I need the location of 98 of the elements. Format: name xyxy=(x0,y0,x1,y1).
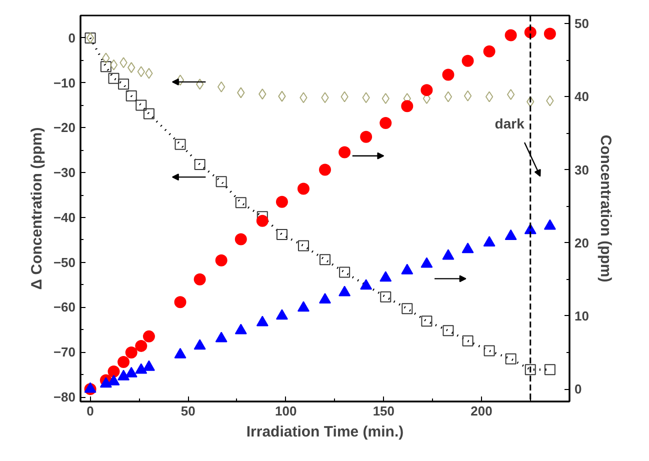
point xyxy=(235,197,246,208)
point xyxy=(142,330,155,342)
point xyxy=(483,45,496,58)
point xyxy=(100,61,112,72)
point xyxy=(215,254,228,266)
point xyxy=(320,254,330,266)
point xyxy=(338,146,351,158)
y-tick-label: −40 xyxy=(53,210,76,225)
point xyxy=(442,249,454,260)
point xyxy=(380,116,392,129)
y2-axis-title: Concentration (ppm) xyxy=(596,134,614,282)
y-tick-label: −30 xyxy=(53,165,76,180)
point xyxy=(276,229,288,240)
y2-tick-label: 20 xyxy=(574,235,589,250)
y2-tick-label: 40 xyxy=(574,89,589,104)
point xyxy=(196,78,204,90)
point xyxy=(442,325,454,336)
point xyxy=(174,348,186,358)
point xyxy=(118,78,130,90)
y-tick-label: −70 xyxy=(53,344,76,360)
x-tick-label: 50 xyxy=(180,404,196,418)
x-tick-label: 150 xyxy=(372,404,395,418)
point xyxy=(544,28,556,40)
point xyxy=(506,88,515,100)
point xyxy=(483,236,496,247)
point xyxy=(276,309,288,320)
point xyxy=(544,364,556,376)
point xyxy=(524,364,536,376)
point xyxy=(442,68,454,81)
point xyxy=(216,176,227,188)
point xyxy=(194,159,206,170)
point xyxy=(256,214,268,227)
point xyxy=(125,366,138,378)
y-tick-label: −20 xyxy=(53,120,76,136)
y-tick-label: −60 xyxy=(53,300,76,315)
point xyxy=(485,91,494,102)
y-tick-label: −10 xyxy=(53,75,76,90)
point xyxy=(135,340,148,352)
point xyxy=(234,233,247,246)
point xyxy=(544,219,556,230)
point xyxy=(126,90,137,102)
point xyxy=(136,100,147,111)
ref-line-label: dark xyxy=(494,115,525,132)
point xyxy=(464,90,472,102)
point xyxy=(319,293,331,304)
point xyxy=(462,242,474,254)
point xyxy=(84,382,96,393)
point xyxy=(444,91,452,102)
point xyxy=(339,266,350,278)
point xyxy=(360,130,372,143)
point xyxy=(319,164,331,176)
x-tick-label: 0 xyxy=(86,404,94,418)
y-tick-label: −50 xyxy=(53,254,76,270)
point xyxy=(215,332,228,342)
point xyxy=(504,29,517,42)
point xyxy=(380,271,392,282)
point xyxy=(297,182,310,195)
y2-tick-label: 50 xyxy=(574,16,589,32)
point xyxy=(298,240,309,252)
point xyxy=(380,291,392,302)
point xyxy=(256,316,268,326)
point xyxy=(174,138,186,150)
x-tick-label: 100 xyxy=(275,404,297,418)
point xyxy=(108,374,120,386)
point xyxy=(297,301,310,312)
point xyxy=(276,196,288,208)
point xyxy=(338,286,351,296)
point xyxy=(176,74,184,86)
point xyxy=(504,229,517,240)
point xyxy=(194,273,206,286)
point xyxy=(174,296,186,308)
x-tick-label: 200 xyxy=(470,404,492,418)
y2-tick-label: 30 xyxy=(574,162,589,178)
point xyxy=(194,339,206,350)
point xyxy=(420,84,433,96)
point xyxy=(142,360,155,371)
point xyxy=(401,100,414,112)
y-tick-label: −80 xyxy=(53,390,76,405)
point xyxy=(401,264,414,274)
y2-tick-label: 0 xyxy=(574,382,582,397)
point xyxy=(234,324,247,334)
y-axis-title: Δ Concentration (ppm) xyxy=(28,127,46,290)
point xyxy=(360,279,372,290)
point xyxy=(420,257,433,268)
point xyxy=(462,54,474,67)
point xyxy=(505,353,516,364)
point xyxy=(484,345,495,356)
x-axis-title: Irradiation Time (min.) xyxy=(246,424,404,440)
point xyxy=(100,377,112,388)
point xyxy=(402,303,413,314)
y-tick-label: 0 xyxy=(68,30,76,46)
point xyxy=(118,370,130,380)
point xyxy=(421,316,432,327)
point xyxy=(143,108,154,120)
point xyxy=(110,59,118,70)
y2-tick-label: 10 xyxy=(574,308,589,324)
point xyxy=(462,335,474,346)
point xyxy=(108,72,120,84)
